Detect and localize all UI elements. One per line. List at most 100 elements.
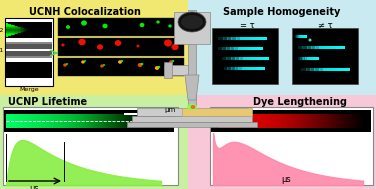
Bar	[327, 46, 332, 49]
Bar	[6, 27, 42, 33]
Bar	[6, 25, 50, 35]
Bar	[322, 114, 324, 128]
Bar	[6, 49, 52, 51]
Text: C1: C1	[0, 47, 4, 53]
Bar	[292, 28, 358, 84]
Bar	[223, 114, 225, 128]
Bar	[84, 114, 86, 128]
Bar	[142, 114, 144, 128]
Bar	[218, 47, 223, 50]
Ellipse shape	[78, 39, 86, 45]
Bar	[253, 114, 255, 128]
Bar	[6, 29, 27, 31]
Bar	[134, 114, 136, 128]
Bar	[214, 37, 219, 40]
Ellipse shape	[214, 117, 220, 125]
Bar	[247, 114, 249, 128]
Bar	[117, 114, 119, 128]
Bar	[227, 37, 232, 40]
Bar	[335, 114, 337, 128]
Bar	[58, 114, 60, 128]
Bar	[106, 114, 108, 128]
Bar	[25, 114, 27, 128]
Bar	[20, 114, 22, 128]
Bar	[298, 46, 303, 49]
Bar	[141, 114, 143, 128]
Bar	[311, 57, 314, 60]
Bar	[164, 62, 172, 78]
Bar	[238, 67, 243, 70]
Bar	[317, 114, 319, 128]
Bar	[81, 114, 83, 128]
Bar	[280, 114, 282, 128]
Bar	[87, 114, 89, 128]
Bar	[267, 114, 269, 128]
Bar	[240, 114, 242, 128]
Bar	[6, 29, 29, 31]
Bar	[254, 114, 256, 128]
Bar	[338, 114, 340, 128]
Bar	[27, 114, 29, 128]
Bar	[91, 114, 93, 128]
Bar	[78, 114, 80, 128]
Bar	[174, 12, 210, 44]
Bar	[23, 114, 25, 128]
Ellipse shape	[100, 64, 104, 68]
Bar	[294, 46, 299, 49]
Bar	[6, 114, 8, 128]
Bar	[252, 114, 254, 128]
Bar	[289, 114, 291, 128]
Bar	[303, 35, 305, 37]
Bar	[68, 114, 70, 128]
Bar	[270, 114, 272, 128]
Bar	[332, 68, 337, 70]
Bar	[128, 114, 130, 128]
Bar	[60, 114, 62, 128]
Bar	[235, 57, 240, 60]
Bar	[133, 114, 135, 128]
Bar	[42, 114, 44, 128]
Bar	[0, 95, 188, 189]
Bar	[125, 114, 127, 128]
Bar	[235, 114, 237, 128]
Bar	[143, 114, 145, 128]
Bar	[40, 114, 42, 128]
Ellipse shape	[169, 60, 173, 64]
Ellipse shape	[84, 60, 86, 62]
Bar	[279, 114, 281, 128]
Bar	[340, 68, 346, 70]
Bar	[119, 114, 121, 128]
Bar	[345, 68, 350, 70]
Bar	[265, 114, 267, 128]
Bar	[6, 27, 20, 33]
Text: ≠ τ: ≠ τ	[318, 21, 332, 30]
Bar	[224, 67, 228, 70]
Bar	[92, 114, 94, 128]
Bar	[131, 114, 133, 128]
Bar	[127, 122, 257, 127]
Bar	[86, 114, 88, 128]
Bar	[6, 49, 52, 51]
Bar	[296, 57, 299, 60]
Bar	[340, 46, 345, 49]
Bar	[14, 114, 16, 128]
Bar	[295, 114, 297, 128]
Bar	[225, 114, 227, 128]
Bar	[248, 114, 250, 128]
Bar	[63, 114, 65, 128]
Bar	[6, 27, 44, 33]
Bar	[226, 57, 232, 60]
Bar	[292, 114, 294, 128]
Bar	[245, 114, 247, 128]
Bar	[244, 114, 246, 128]
Bar	[307, 57, 310, 60]
Bar	[67, 114, 69, 128]
Ellipse shape	[115, 40, 121, 46]
Bar	[315, 114, 317, 128]
Ellipse shape	[171, 44, 179, 50]
Ellipse shape	[66, 63, 68, 65]
Ellipse shape	[63, 63, 67, 67]
Bar	[306, 68, 311, 70]
Bar	[6, 28, 41, 32]
Bar	[56, 114, 58, 128]
